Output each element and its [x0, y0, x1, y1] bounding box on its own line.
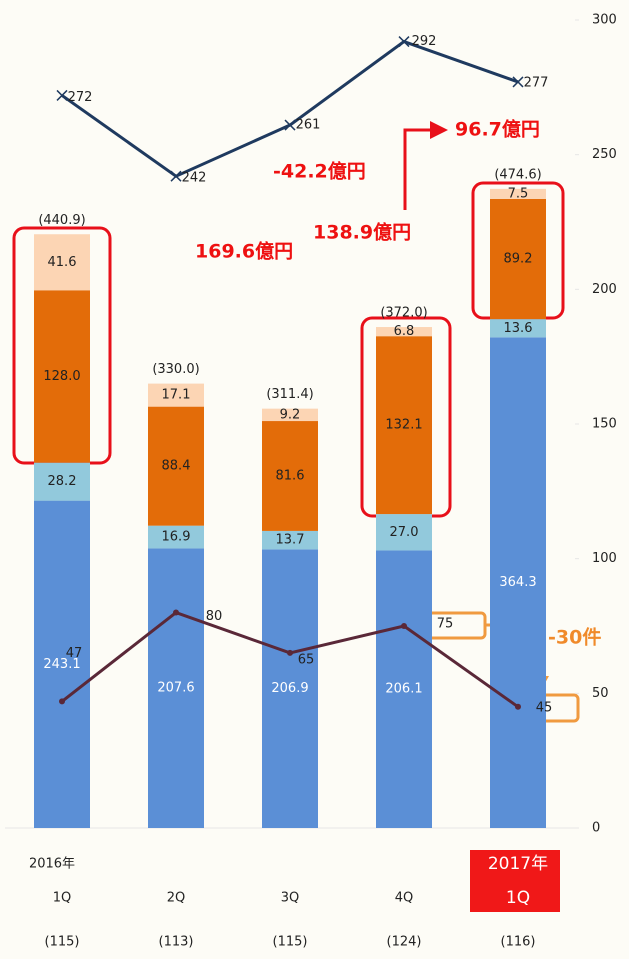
annotation: 169.6億円	[195, 240, 293, 263]
x-tick-label: 3Q	[281, 891, 300, 906]
bar-segment	[262, 421, 318, 531]
year-label: 2016年	[29, 857, 75, 872]
value-label: 17.1	[162, 388, 191, 403]
bar-segment	[34, 290, 90, 463]
value-label: 13.7	[276, 533, 305, 548]
bar-segment	[490, 319, 546, 338]
bar-segment	[490, 337, 546, 828]
count-label: (116)	[501, 935, 536, 950]
bar-segment	[490, 198, 546, 320]
point-label: 80	[206, 609, 223, 624]
point-label: 45	[536, 700, 553, 715]
x-tick-label: 1Q	[53, 891, 72, 906]
marker	[173, 609, 179, 616]
y-tick-label: 0	[592, 821, 600, 836]
total-label: (440.9)	[38, 213, 85, 228]
total-label: (474.6)	[494, 167, 541, 182]
y-tick-label: 50	[592, 686, 609, 701]
point-label: 261	[296, 118, 321, 133]
annotation: -30件	[548, 626, 601, 649]
point-label: 75	[437, 617, 454, 632]
year-highlight	[470, 850, 560, 912]
bar-segment	[262, 549, 318, 828]
point-label: 277	[524, 75, 549, 90]
value-label: 13.6	[504, 321, 533, 336]
bar-segment	[34, 234, 90, 291]
bar-segment	[262, 408, 318, 422]
bar-segment	[376, 336, 432, 515]
point-label: 242	[182, 171, 207, 186]
marker	[59, 698, 65, 705]
point-label: 47	[66, 646, 83, 661]
year-label: 2017年	[488, 854, 548, 874]
value-label: 41.6	[48, 255, 77, 270]
value-label: 6.8	[394, 324, 415, 339]
annotation: -42.2億円	[273, 160, 366, 183]
bar-segment	[376, 327, 432, 337]
point-label: 272	[68, 90, 93, 105]
x-tick-label: 2Q	[167, 891, 186, 906]
marker	[287, 649, 293, 656]
y-tick-label: 250	[592, 147, 617, 162]
value-label: 206.9	[271, 681, 308, 696]
marker	[515, 703, 521, 710]
value-label: 207.6	[157, 681, 194, 696]
bar-segment	[262, 530, 318, 550]
value-label: 16.9	[162, 530, 191, 545]
count-label: (115)	[273, 935, 308, 950]
point-label: 292	[412, 34, 437, 49]
value-label: 132.1	[385, 418, 422, 433]
bar-segment	[148, 383, 204, 407]
annotation: 96.7億円	[455, 118, 540, 141]
value-label: 88.4	[162, 459, 191, 474]
bar-segment	[34, 500, 90, 828]
annotation: 138.9億円	[313, 221, 411, 244]
count-label: (124)	[387, 935, 422, 950]
bar-segment	[34, 462, 90, 501]
y-tick-label: 200	[592, 282, 617, 297]
y-tick-label: 100	[592, 551, 617, 566]
value-label: 128.0	[43, 369, 80, 384]
y-tick-label: 150	[592, 417, 617, 432]
x-tick-label: 4Q	[395, 891, 414, 906]
value-label: 81.6	[276, 468, 305, 483]
marker	[284, 119, 296, 131]
value-label: 28.2	[48, 474, 77, 489]
value-label: 89.2	[504, 252, 533, 267]
value-label: 206.1	[385, 682, 422, 697]
bar-segment	[376, 550, 432, 828]
point-label: 65	[298, 652, 315, 667]
total-label: (372.0)	[380, 306, 427, 321]
bar-segment	[376, 514, 432, 551]
marker	[170, 170, 182, 182]
bar-segment	[148, 548, 204, 828]
x-tick-label: 1Q	[506, 888, 530, 908]
marker	[56, 89, 68, 101]
value-label: 243.1	[43, 657, 80, 672]
bar-segment	[148, 525, 204, 549]
count-label: (113)	[159, 935, 194, 950]
y-tick-label: 300	[592, 13, 617, 28]
value-label: 27.0	[390, 525, 419, 540]
marker	[512, 76, 524, 88]
value-label: 364.3	[499, 575, 536, 590]
count-label: (115)	[45, 935, 80, 950]
value-label: 9.2	[280, 407, 301, 422]
marker	[401, 623, 407, 629]
arrowhead	[430, 121, 448, 139]
value-label: 7.5	[508, 186, 529, 201]
total-label: (311.4)	[266, 387, 313, 402]
bar-segment	[148, 406, 204, 526]
marker	[398, 36, 410, 48]
bar-segment	[490, 188, 546, 199]
arrow	[403, 128, 432, 210]
total-label: (330.0)	[152, 362, 199, 377]
